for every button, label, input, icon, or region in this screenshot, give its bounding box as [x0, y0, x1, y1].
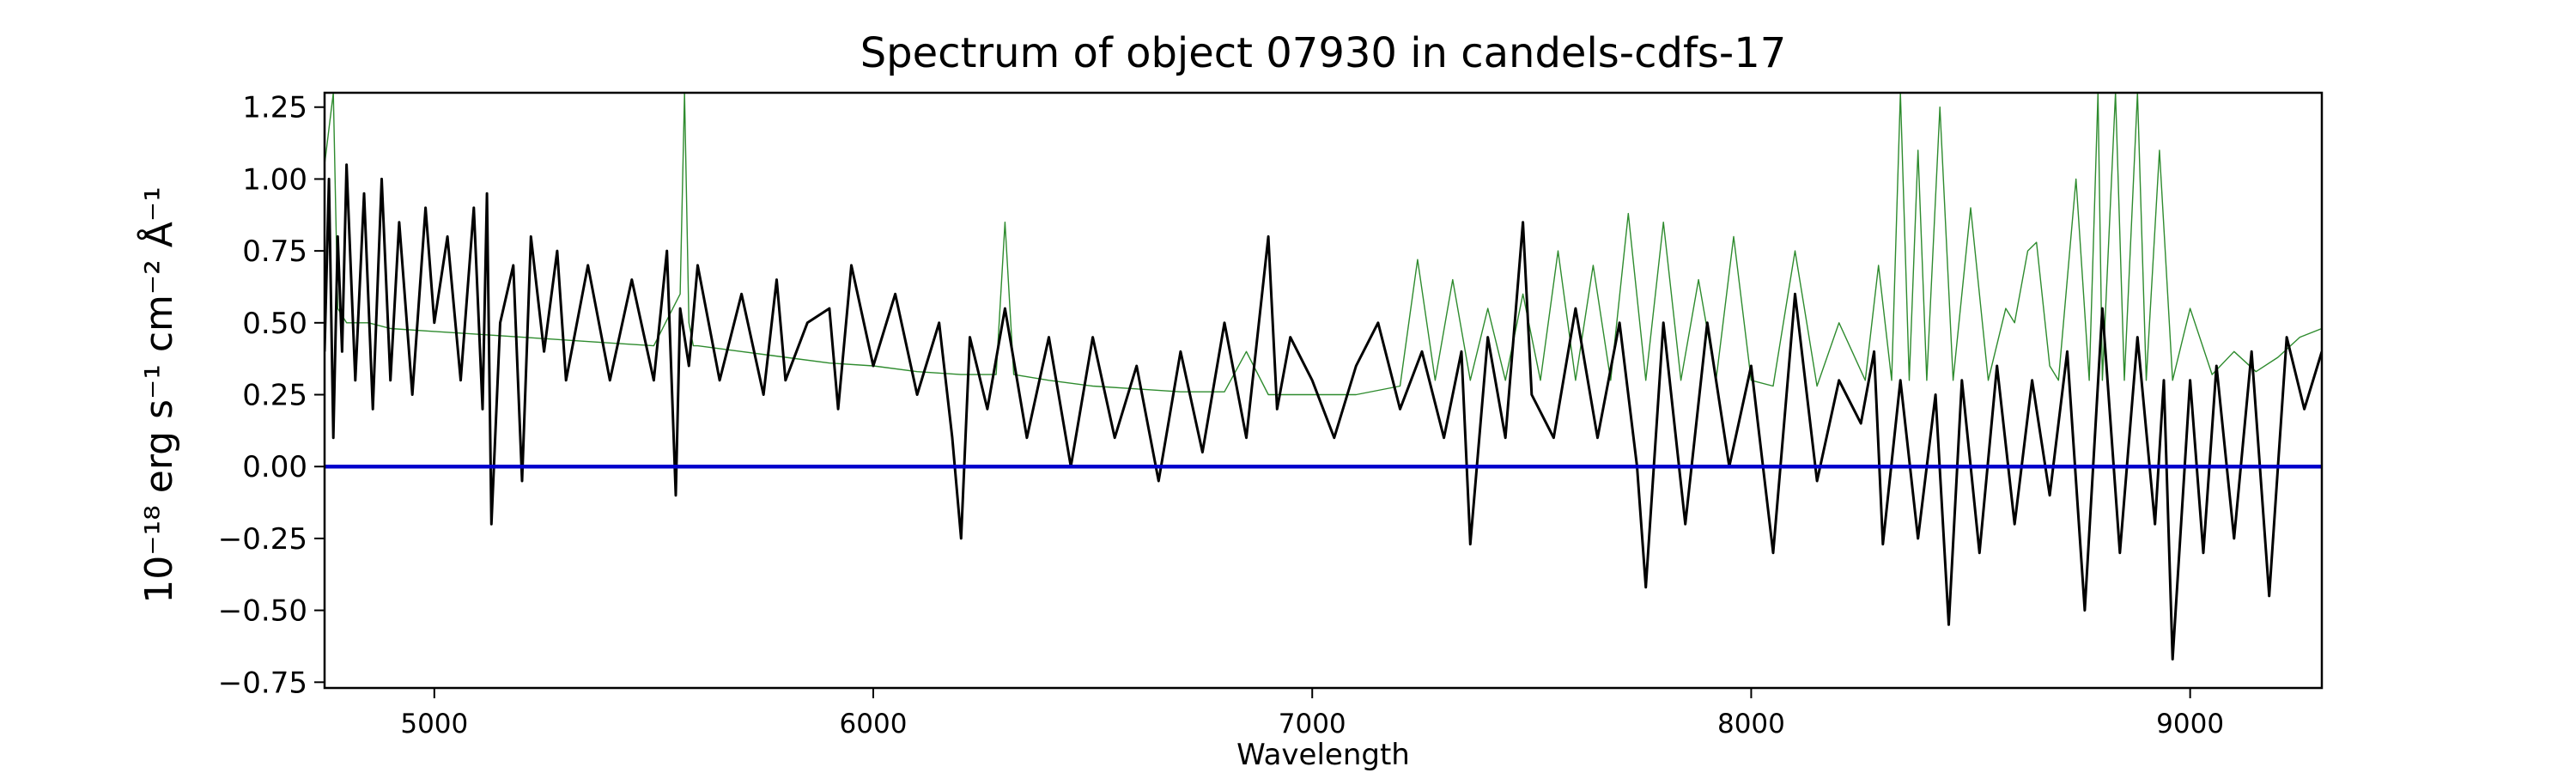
y-axis: −0.75 −0.50 −0.25 0.00 0.25 0.50 0.75 1.00 1.25	[218, 91, 325, 700]
y-tick-label: 0.00	[242, 450, 307, 484]
x-axis-label: Wavelength	[1236, 738, 1410, 772]
plot-area	[325, 93, 2322, 660]
y-tick-label: −0.75	[218, 666, 307, 700]
x-axis: 5000 6000 7000 8000 9000	[400, 688, 2224, 740]
chart-title: Spectrum of object 07930 in candels-cdfs…	[860, 29, 1787, 77]
x-tick-label: 6000	[840, 709, 908, 740]
series-model-line	[325, 93, 2322, 396]
plot-frame	[323, 91, 2324, 690]
y-axis-label: 10⁻¹⁸ erg s⁻¹ cm⁻² Å⁻¹	[136, 186, 181, 603]
y-tick-label: 1.25	[242, 91, 307, 125]
y-tick-label: 0.50	[242, 307, 307, 341]
x-tick-label: 8000	[1717, 709, 1785, 740]
x-tick-label: 9000	[2156, 709, 2224, 740]
y-tick-label: 0.25	[242, 379, 307, 413]
y-tick-label: −0.50	[218, 594, 307, 629]
y-tick-label: 1.00	[242, 162, 307, 197]
y-tick-label: −0.25	[218, 522, 307, 557]
series-spectrum-line	[325, 163, 2322, 660]
x-tick-label: 5000	[400, 709, 468, 740]
x-tick-label: 7000	[1279, 709, 1346, 740]
y-tick-label: 0.75	[242, 234, 307, 269]
